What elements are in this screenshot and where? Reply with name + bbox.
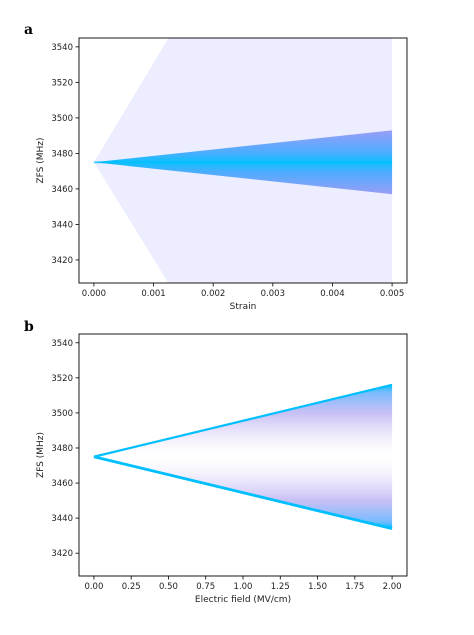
panel-b: b 0.00 0.25 0.50 0.75 1.00 1.25 1.50 1.75 2.00 34… xyxy=(24,319,408,605)
y-tick-label: 3440 xyxy=(51,220,73,230)
plot-area-b: 0.00 0.25 0.50 0.75 1.00 1.25 1.50 1.75 2.00 3420… xyxy=(36,333,408,605)
y-tick-label: 3500 xyxy=(51,409,73,419)
y-tick-label: 3480 xyxy=(51,149,73,159)
y-tick-label: 3420 xyxy=(51,549,73,559)
y-tick-label: 3500 xyxy=(51,114,73,124)
x-tick-label: 0.000 xyxy=(82,289,106,299)
panel-b-letter: b xyxy=(24,319,34,335)
plot-area-a: 0.000 0.001 0.002 0.003 0.004 0.005 3420 3440 34… xyxy=(36,37,408,312)
panel-a: a 0.000 0.001 0.002 0.003 0.004 0.005 3420 3440… xyxy=(24,22,408,312)
y-tick-label: 3440 xyxy=(51,514,73,524)
x-tick-label: 0.25 xyxy=(122,582,141,592)
x-tick-label: 0.75 xyxy=(196,582,215,592)
y-tick-label: 3480 xyxy=(51,444,73,454)
x-tick-label: 0.005 xyxy=(380,289,404,299)
x-tick-label: 1.75 xyxy=(345,582,364,592)
y-tick-label: 3460 xyxy=(51,479,73,489)
y-tick-label: 3520 xyxy=(51,374,73,384)
y-tick-label: 3540 xyxy=(51,339,73,349)
y-tick-label: 3460 xyxy=(51,185,73,195)
x-axis-label: Strain xyxy=(230,302,257,312)
x-tick-label: 1.00 xyxy=(234,582,253,592)
y-axis-label: ZFS (MHz) xyxy=(36,432,46,478)
x-tick-label: 0.00 xyxy=(84,582,103,592)
x-tick-label: 0.004 xyxy=(320,289,344,299)
plot-frame-0 xyxy=(78,37,408,284)
y-tick-label: 3540 xyxy=(51,43,73,53)
x-tick-label: 0.002 xyxy=(201,289,225,299)
y-tick-label: 3420 xyxy=(51,256,73,266)
x-tick-label: 1.50 xyxy=(308,582,327,592)
panel-a-letter: a xyxy=(24,22,33,38)
x-axis-label: Electric field (MV/cm) xyxy=(195,595,291,605)
x-tick-label: 0.50 xyxy=(159,582,178,592)
y-axis-label: ZFS (MHz) xyxy=(36,137,46,183)
series-edges-1-0 xyxy=(93,384,393,529)
series-upper-edge xyxy=(93,383,393,458)
x-tick-label: 1.25 xyxy=(271,582,290,592)
x-tick-label: 2.00 xyxy=(383,582,402,592)
x-tick-label: 0.003 xyxy=(261,289,285,299)
x-tick-label: 0.001 xyxy=(141,289,165,299)
series-lower-edge xyxy=(93,455,393,531)
y-tick-label: 3520 xyxy=(51,78,73,88)
